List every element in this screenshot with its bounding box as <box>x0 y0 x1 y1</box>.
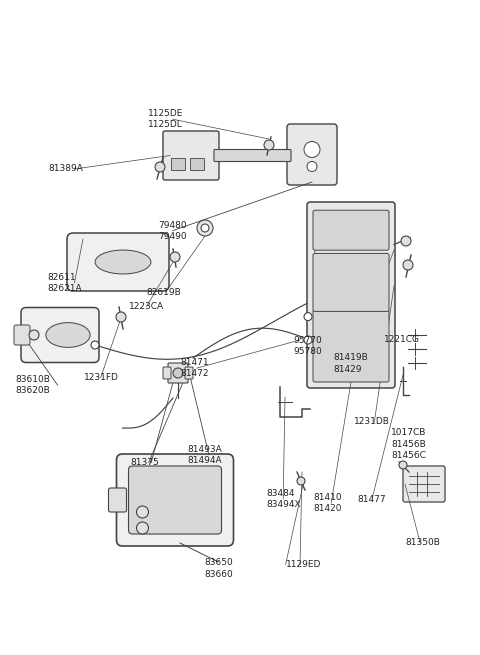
FancyBboxPatch shape <box>403 466 445 502</box>
FancyBboxPatch shape <box>129 466 221 534</box>
Circle shape <box>403 260 413 270</box>
FancyBboxPatch shape <box>168 363 188 383</box>
FancyBboxPatch shape <box>163 131 219 180</box>
Text: 83650
83660: 83650 83660 <box>204 559 233 578</box>
Text: 81389A: 81389A <box>48 164 83 174</box>
Circle shape <box>91 341 99 349</box>
Text: 81493A
81494A: 81493A 81494A <box>187 445 222 464</box>
Text: 81350B: 81350B <box>406 538 441 547</box>
Circle shape <box>116 312 126 322</box>
Circle shape <box>201 224 209 232</box>
Text: 1129ED: 1129ED <box>286 560 321 569</box>
Circle shape <box>304 312 312 320</box>
FancyBboxPatch shape <box>163 367 171 379</box>
Text: 81471
81472: 81471 81472 <box>180 358 209 378</box>
Circle shape <box>401 236 411 246</box>
Text: 82619B: 82619B <box>146 288 181 297</box>
Circle shape <box>155 162 165 172</box>
FancyBboxPatch shape <box>214 149 291 162</box>
FancyBboxPatch shape <box>185 367 193 379</box>
Circle shape <box>170 252 180 262</box>
Bar <box>190 158 204 170</box>
Text: 81419B
81429: 81419B 81429 <box>334 354 368 373</box>
Text: 79480
79490: 79480 79490 <box>158 221 187 240</box>
Circle shape <box>304 336 312 344</box>
Circle shape <box>297 477 305 485</box>
Ellipse shape <box>95 250 151 274</box>
Circle shape <box>136 506 148 518</box>
Circle shape <box>307 162 317 172</box>
FancyBboxPatch shape <box>313 253 389 311</box>
Circle shape <box>264 140 274 150</box>
Text: 1221CG: 1221CG <box>384 335 420 344</box>
Text: 83484
83494X: 83484 83494X <box>266 489 301 509</box>
FancyBboxPatch shape <box>108 488 127 512</box>
FancyBboxPatch shape <box>117 454 233 546</box>
Bar <box>171 158 185 170</box>
Circle shape <box>173 368 183 378</box>
Circle shape <box>136 522 148 534</box>
FancyBboxPatch shape <box>67 233 169 291</box>
Text: 81375: 81375 <box>131 458 159 467</box>
FancyBboxPatch shape <box>14 325 30 345</box>
FancyBboxPatch shape <box>287 124 337 185</box>
Text: 81410
81420: 81410 81420 <box>313 493 342 513</box>
FancyBboxPatch shape <box>313 310 389 382</box>
Circle shape <box>304 141 320 157</box>
Text: 82611
82621A: 82611 82621A <box>47 273 82 293</box>
Text: 1231DB: 1231DB <box>354 417 390 426</box>
Text: 1125DE
1125DL: 1125DE 1125DL <box>148 109 183 129</box>
Text: 95770
95780: 95770 95780 <box>294 336 323 356</box>
FancyBboxPatch shape <box>307 202 395 388</box>
Text: 1231FD: 1231FD <box>84 373 119 382</box>
Text: 1017CB
81456B
81456C: 1017CB 81456B 81456C <box>391 428 427 460</box>
Text: 81477: 81477 <box>358 495 386 504</box>
Circle shape <box>197 220 213 236</box>
Circle shape <box>399 461 407 469</box>
FancyBboxPatch shape <box>313 210 389 250</box>
FancyBboxPatch shape <box>21 307 99 362</box>
Bar <box>318 223 384 235</box>
Text: 1223CA: 1223CA <box>129 302 164 311</box>
Ellipse shape <box>46 323 90 347</box>
Circle shape <box>29 330 39 340</box>
Text: 83610B
83620B: 83610B 83620B <box>16 375 51 395</box>
